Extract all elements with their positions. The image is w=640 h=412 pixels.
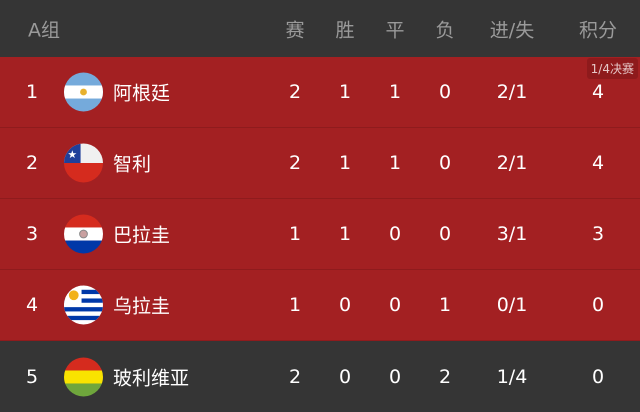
played-value: 1 bbox=[288, 294, 302, 316]
lost-value: 2 bbox=[438, 365, 452, 388]
points-value: 4 bbox=[591, 152, 605, 174]
col-played: 赛 bbox=[285, 19, 305, 41]
won-value: 1 bbox=[338, 81, 352, 103]
points-value: 3 bbox=[591, 223, 605, 245]
drawn-value: 1 bbox=[388, 152, 402, 174]
lost-value: 0 bbox=[438, 81, 452, 103]
svg-text:★: ★ bbox=[67, 148, 77, 161]
table-row[interactable]: 2 ★ 智利 2 1 1 0 2/1 4 bbox=[0, 128, 640, 199]
rank: 3 bbox=[25, 223, 39, 245]
goals-value: 0/1 bbox=[496, 294, 528, 316]
won-value: 0 bbox=[338, 294, 352, 316]
points-value: 0 bbox=[591, 294, 605, 316]
bolivia-flag-icon bbox=[64, 357, 103, 396]
col-points: 积分 bbox=[578, 19, 618, 41]
rank: 4 bbox=[25, 294, 39, 316]
played-value: 2 bbox=[288, 152, 302, 174]
won-value: 1 bbox=[338, 152, 352, 174]
uruguay-flag-icon bbox=[64, 285, 103, 325]
goals-value: 1/4 bbox=[496, 365, 528, 388]
chile-flag-icon: ★ bbox=[64, 143, 103, 183]
rank: 1 bbox=[25, 81, 39, 103]
team-name[interactable]: 玻利维亚 bbox=[113, 367, 190, 389]
table-header: A组 赛 胜 平 负 进/失 积分 bbox=[0, 0, 640, 57]
drawn-value: 0 bbox=[388, 294, 402, 316]
table-row[interactable]: 3 巴拉圭 1 1 0 0 3/1 3 bbox=[0, 199, 640, 270]
group-title: A组 bbox=[28, 19, 60, 41]
points-value: 4 bbox=[591, 81, 605, 103]
rank: 2 bbox=[25, 152, 39, 174]
played-value: 2 bbox=[288, 365, 302, 388]
goals-value: 2/1 bbox=[496, 81, 528, 103]
paraguay-flag-icon bbox=[64, 214, 103, 254]
won-value: 0 bbox=[338, 365, 352, 388]
table-row[interactable]: 5 玻利维亚 2 0 0 2 1/4 0 bbox=[0, 341, 640, 412]
drawn-value: 0 bbox=[388, 223, 402, 245]
rank: 5 bbox=[25, 365, 39, 388]
points-value: 0 bbox=[591, 365, 605, 388]
played-value: 2 bbox=[288, 81, 302, 103]
col-won: 胜 bbox=[335, 19, 355, 41]
col-drawn: 平 bbox=[385, 19, 405, 41]
lost-value: 0 bbox=[438, 223, 452, 245]
lost-value: 1 bbox=[438, 294, 452, 316]
col-lost: 负 bbox=[435, 19, 455, 41]
team-name[interactable]: 阿根廷 bbox=[113, 82, 171, 105]
played-value: 1 bbox=[288, 223, 302, 245]
team-name[interactable]: 巴拉圭 bbox=[113, 224, 171, 247]
won-value: 1 bbox=[338, 223, 352, 245]
drawn-value: 0 bbox=[388, 365, 402, 388]
col-goals: 进/失 bbox=[489, 19, 535, 41]
table-row[interactable]: 4 乌拉圭 1 0 0 1 0/1 0 bbox=[0, 270, 640, 341]
drawn-value: 1 bbox=[388, 81, 402, 103]
team-name[interactable]: 乌拉圭 bbox=[113, 295, 171, 318]
qualification-badge: 1/4决赛 bbox=[586, 58, 638, 79]
team-name[interactable]: 智利 bbox=[113, 153, 152, 176]
goals-value: 2/1 bbox=[496, 152, 528, 174]
goals-value: 3/1 bbox=[496, 223, 528, 245]
table-row[interactable]: 1 阿根廷 2 1 1 0 2/1 4 1/4决赛 bbox=[0, 57, 640, 128]
argentina-flag-icon bbox=[64, 72, 103, 112]
lost-value: 0 bbox=[438, 152, 452, 174]
